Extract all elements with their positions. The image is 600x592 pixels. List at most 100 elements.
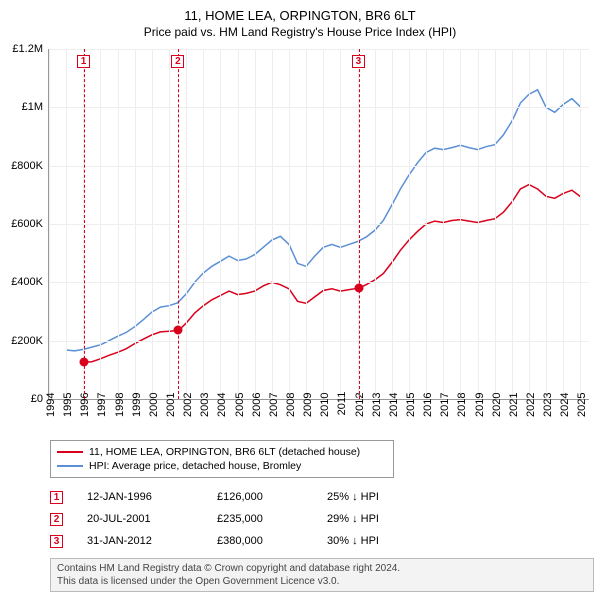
- y-axis-label: £1M: [0, 101, 43, 113]
- series-line-price_paid: [84, 185, 580, 363]
- x-axis-label: 2003: [203, 368, 215, 403]
- gridline-v: [426, 49, 427, 399]
- x-axis-label: 2017: [443, 368, 455, 403]
- event-price: £235,000: [217, 513, 327, 525]
- x-axis-label: 2002: [186, 368, 198, 403]
- x-axis-label: 1997: [100, 368, 112, 403]
- gridline-v: [169, 49, 170, 399]
- event-date: 20-JUL-2001: [87, 513, 217, 525]
- event-date: 12-JAN-1996: [87, 491, 217, 503]
- x-axis-label: 2004: [220, 368, 232, 403]
- event-price: £126,000: [217, 491, 327, 503]
- legend-swatch: [57, 465, 83, 467]
- y-axis-label: £200K: [0, 335, 43, 347]
- x-axis-label: 1994: [49, 368, 61, 403]
- event-price: £380,000: [217, 535, 327, 547]
- y-axis-label: £600K: [0, 218, 43, 230]
- event-marker-badge: 3: [352, 55, 365, 68]
- gridline-v: [546, 49, 547, 399]
- x-axis-label: 2016: [426, 368, 438, 403]
- gridline-v: [255, 49, 256, 399]
- event-date: 31-JAN-2012: [87, 535, 217, 547]
- x-axis-label: 1996: [83, 368, 95, 403]
- legend-swatch: [57, 451, 83, 453]
- event-row-badge: 1: [50, 491, 63, 504]
- event-marker-line: [178, 49, 179, 399]
- x-axis-label: 2018: [460, 368, 472, 403]
- gridline-v: [495, 49, 496, 399]
- gridline-v: [238, 49, 239, 399]
- legend-item: 11, HOME LEA, ORPINGTON, BR6 6LT (detach…: [57, 445, 387, 459]
- gridline-h: [49, 49, 589, 50]
- x-axis-label: 2010: [323, 368, 335, 403]
- footer-note: Contains HM Land Registry data © Crown c…: [50, 558, 594, 592]
- gridline-v: [409, 49, 410, 399]
- gridline-v: [220, 49, 221, 399]
- x-axis-label: 2021: [512, 368, 524, 403]
- plot-area: £0£200K£400K£600K£800K£1M£1.2M1994199519…: [48, 49, 589, 400]
- gridline-v: [478, 49, 479, 399]
- y-axis-label: £400K: [0, 276, 43, 288]
- event-row: 1 12-JAN-1996£126,00025% ↓ HPI: [50, 486, 600, 508]
- event-marker-badge: 2: [171, 55, 184, 68]
- gridline-v: [512, 49, 513, 399]
- gridline-h: [49, 166, 589, 167]
- x-axis-label: 2006: [255, 368, 267, 403]
- gridline-v: [289, 49, 290, 399]
- gridline-h: [49, 282, 589, 283]
- x-axis-label: 1998: [118, 368, 130, 403]
- y-axis-label: £800K: [0, 160, 43, 172]
- gridline-v: [203, 49, 204, 399]
- gridline-v: [529, 49, 530, 399]
- gridline-h: [49, 107, 589, 108]
- y-axis-label: £0: [0, 393, 43, 405]
- gridline-v: [186, 49, 187, 399]
- event-diff: 29% ↓ HPI: [327, 513, 427, 525]
- gridline-v: [135, 49, 136, 399]
- x-axis-label: 2020: [495, 368, 507, 403]
- x-axis-label: 2024: [563, 368, 575, 403]
- footer-line-2: This data is licensed under the Open Gov…: [57, 575, 587, 588]
- x-axis-label: 2019: [478, 368, 490, 403]
- legend-item: HPI: Average price, detached house, Brom…: [57, 459, 387, 473]
- x-axis-label: 2014: [392, 368, 404, 403]
- event-row-badge: 3: [50, 535, 63, 548]
- event-row: 2 20-JUL-2001£235,00029% ↓ HPI: [50, 508, 600, 530]
- gridline-v: [306, 49, 307, 399]
- gridline-v: [563, 49, 564, 399]
- gridline-v: [118, 49, 119, 399]
- legend-label: HPI: Average price, detached house, Brom…: [89, 460, 301, 472]
- gridline-v: [66, 49, 67, 399]
- gridline-v: [323, 49, 324, 399]
- chart-subtitle: Price paid vs. HM Land Registry's House …: [0, 23, 600, 45]
- x-axis-label: 2007: [272, 368, 284, 403]
- event-marker-dot: [79, 358, 88, 367]
- gridline-v: [152, 49, 153, 399]
- event-diff: 25% ↓ HPI: [327, 491, 427, 503]
- gridline-v: [49, 49, 50, 399]
- gridline-v: [375, 49, 376, 399]
- gridline-v: [443, 49, 444, 399]
- event-diff: 30% ↓ HPI: [327, 535, 427, 547]
- event-row-badge: 2: [50, 513, 63, 526]
- gridline-v: [100, 49, 101, 399]
- gridline-v: [272, 49, 273, 399]
- x-axis-label: 2000: [152, 368, 164, 403]
- x-axis-label: 2022: [529, 368, 541, 403]
- gridline-h: [49, 341, 589, 342]
- event-marker-line: [359, 49, 360, 399]
- gridline-v: [340, 49, 341, 399]
- x-axis-label: 2011: [340, 368, 352, 403]
- x-axis-label: 1999: [135, 368, 147, 403]
- legend-box: 11, HOME LEA, ORPINGTON, BR6 6LT (detach…: [50, 440, 394, 478]
- x-axis-label: 2013: [375, 368, 387, 403]
- x-axis-label: 2005: [238, 368, 250, 403]
- x-axis-label: 2025: [580, 368, 592, 403]
- gridline-v: [460, 49, 461, 399]
- event-row: 3 31-JAN-2012£380,00030% ↓ HPI: [50, 530, 600, 552]
- x-axis-label: 2008: [289, 368, 301, 403]
- chart-container: 11, HOME LEA, ORPINGTON, BR6 6LT Price p…: [0, 0, 600, 590]
- gridline-v: [392, 49, 393, 399]
- y-axis-label: £1.2M: [0, 43, 43, 55]
- x-axis-label: 2023: [546, 368, 558, 403]
